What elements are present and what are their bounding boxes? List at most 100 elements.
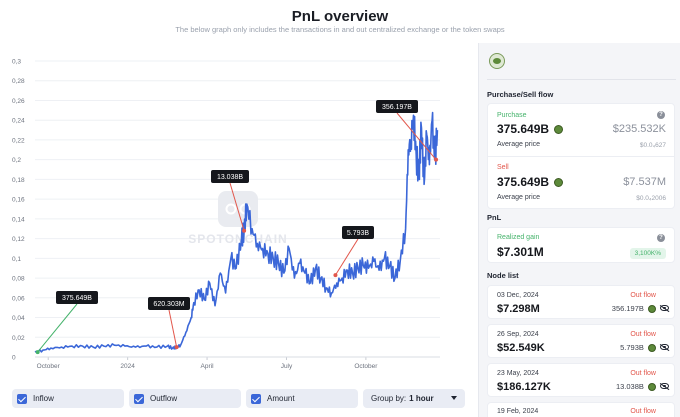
y-tick-label: 0,28 xyxy=(12,78,25,85)
node-list-item[interactable]: 03 Dec, 2024 Out flow $7.298M 356.197B xyxy=(487,285,675,319)
y-tick-label: 0,06 xyxy=(12,295,25,302)
annotation-label: 356.197B xyxy=(382,104,412,111)
purchase-sell-card: Purchase ? 375.649B $235.532K Average pr… xyxy=(487,103,675,209)
node-list-title: Node list xyxy=(487,271,519,280)
node-amount: 13.038B xyxy=(616,382,656,392)
annotation-box xyxy=(148,297,190,310)
pnl-chart[interactable]: 0 0,02 0,04 0,06 0,08 0,1 0,12 0,14 0,16 0,18 0,2 0… xyxy=(0,43,478,385)
annotation-box xyxy=(376,100,418,113)
y-tick-label: 0,3 xyxy=(12,59,21,66)
annotation-point xyxy=(333,273,338,278)
y-tick-label: 0,12 xyxy=(12,236,25,243)
outflow-checkbox[interactable] xyxy=(134,393,144,404)
group-by-label: Group by: xyxy=(371,394,407,403)
annotation-point xyxy=(35,350,40,355)
node-amount: 356.197B xyxy=(612,304,656,314)
annotation-label: 620.303M xyxy=(153,301,184,308)
sidebar: Purchase/Sell flow Purchase ? 375.649B $… xyxy=(478,43,680,417)
outflow-label: Outflow xyxy=(150,394,178,403)
node-date: 23 May, 2024 xyxy=(497,370,539,377)
annotation-leader xyxy=(396,112,437,160)
realized-gain-label: Realized gain xyxy=(497,234,540,241)
node-usd: $7.298M xyxy=(497,303,540,315)
y-tick-label: 0,26 xyxy=(12,98,25,105)
annotation-point xyxy=(434,157,439,162)
node-flow: Out flow xyxy=(630,331,656,338)
inflow-toggle[interactable]: Inflow xyxy=(12,389,124,408)
node-flow: Out flow xyxy=(630,292,656,299)
token-avatar xyxy=(489,53,505,69)
node-list-item[interactable]: 26 Sep, 2024 Out flow $52.549K 5.793B xyxy=(487,324,675,358)
group-by-select[interactable]: Group by: 1 hour xyxy=(363,389,465,408)
sell-label: Sell xyxy=(497,164,509,171)
purchase-avg-price: $0.0₄627 xyxy=(639,142,666,149)
inflow-label: Inflow xyxy=(33,394,54,403)
amount-label: Amount xyxy=(267,394,295,403)
node-usd: $52.549K xyxy=(497,342,545,354)
amount-toggle[interactable]: Amount xyxy=(246,389,358,408)
realized-gain-value: $7.301M xyxy=(497,245,544,259)
chevron-down-icon xyxy=(451,396,457,400)
annotation-box xyxy=(56,291,98,304)
y-tick-label: 0,24 xyxy=(12,118,25,125)
watermark-text: SPOTONCHAIN xyxy=(188,232,287,246)
x-tick-label: April xyxy=(201,363,215,370)
x-tick-label: October xyxy=(354,363,378,370)
annotation-leader xyxy=(168,309,178,348)
purchase-sell-title: Purchase/Sell flow xyxy=(487,90,554,99)
page-subtitle: The below graph only includes the transa… xyxy=(175,25,505,34)
pnl-chart-panel[interactable]: 0 0,02 0,04 0,06 0,08 0,1 0,12 0,14 0,16 0,18 0,2 0… xyxy=(0,43,478,417)
annotation-box xyxy=(211,170,249,183)
outflow-toggle[interactable]: Outflow xyxy=(129,389,241,408)
realized-gain-percent: 3,100K% xyxy=(629,248,666,259)
annotation-label: 5.793B xyxy=(347,230,370,237)
y-tick-label: 0,2 xyxy=(12,157,21,164)
hide-eye-icon[interactable] xyxy=(660,305,669,311)
node-flow: Out flow xyxy=(630,408,656,415)
node-list-item[interactable]: 23 May, 2024 Out flow $186.127K 13.038B xyxy=(487,363,675,397)
token-coin-icon xyxy=(648,344,656,353)
sidebar-divider xyxy=(487,79,676,80)
x-tick-label: 2024 xyxy=(120,363,135,370)
card-divider xyxy=(488,156,674,157)
y-tick-label: 0,22 xyxy=(12,137,25,144)
y-tick-label: 0,08 xyxy=(12,276,25,283)
annotation-box xyxy=(342,226,374,239)
annotation-leader xyxy=(37,303,78,353)
node-date: 03 Dec, 2024 xyxy=(497,292,539,299)
y-tick-label: 0,14 xyxy=(12,216,25,223)
amount-checkbox[interactable] xyxy=(251,393,261,404)
y-tick-label: 0,1 xyxy=(12,256,21,263)
annotation-leader xyxy=(229,182,245,231)
annotation-label: 375.649B xyxy=(62,295,92,302)
sell-amount: 375.649B xyxy=(497,175,564,189)
purchase-usd: $235.532K xyxy=(612,123,666,135)
y-tick-label: 0,04 xyxy=(12,315,25,322)
token-coin-icon xyxy=(554,178,564,188)
purchase-amount: 375.649B xyxy=(497,122,564,136)
page-title: PnL overview xyxy=(291,8,389,25)
token-coin-icon xyxy=(554,125,564,135)
node-list-item[interactable]: 19 Feb, 2024 Out flow xyxy=(487,402,675,417)
y-tick-label: 0,16 xyxy=(12,197,25,204)
node-amount: 5.793B xyxy=(620,343,656,353)
watermark-logo-eye xyxy=(225,203,237,215)
hide-eye-icon[interactable] xyxy=(660,344,669,350)
annotation-leader xyxy=(335,238,359,276)
annotation-label: 13.038B xyxy=(217,174,243,181)
token-coin-icon xyxy=(648,383,656,392)
group-by-value: 1 hour xyxy=(409,394,434,403)
help-icon[interactable]: ? xyxy=(657,234,665,242)
purchase-avg-label: Average price xyxy=(497,141,541,148)
node-flow: Out flow xyxy=(630,370,656,377)
help-icon[interactable]: ? xyxy=(657,111,665,119)
hide-eye-icon[interactable] xyxy=(660,383,669,389)
sell-avg-price: $0.0₄2006 xyxy=(636,195,666,202)
pnl-title: PnL xyxy=(487,213,502,222)
chart-controls: Inflow Outflow Amount Group by: 1 hour xyxy=(0,387,478,411)
purchase-label: Purchase xyxy=(497,112,527,119)
series-line xyxy=(34,111,439,353)
page-header: PnL overview The below graph only includ… xyxy=(0,0,680,40)
token-coin-icon xyxy=(648,305,656,314)
inflow-checkbox[interactable] xyxy=(17,393,27,404)
